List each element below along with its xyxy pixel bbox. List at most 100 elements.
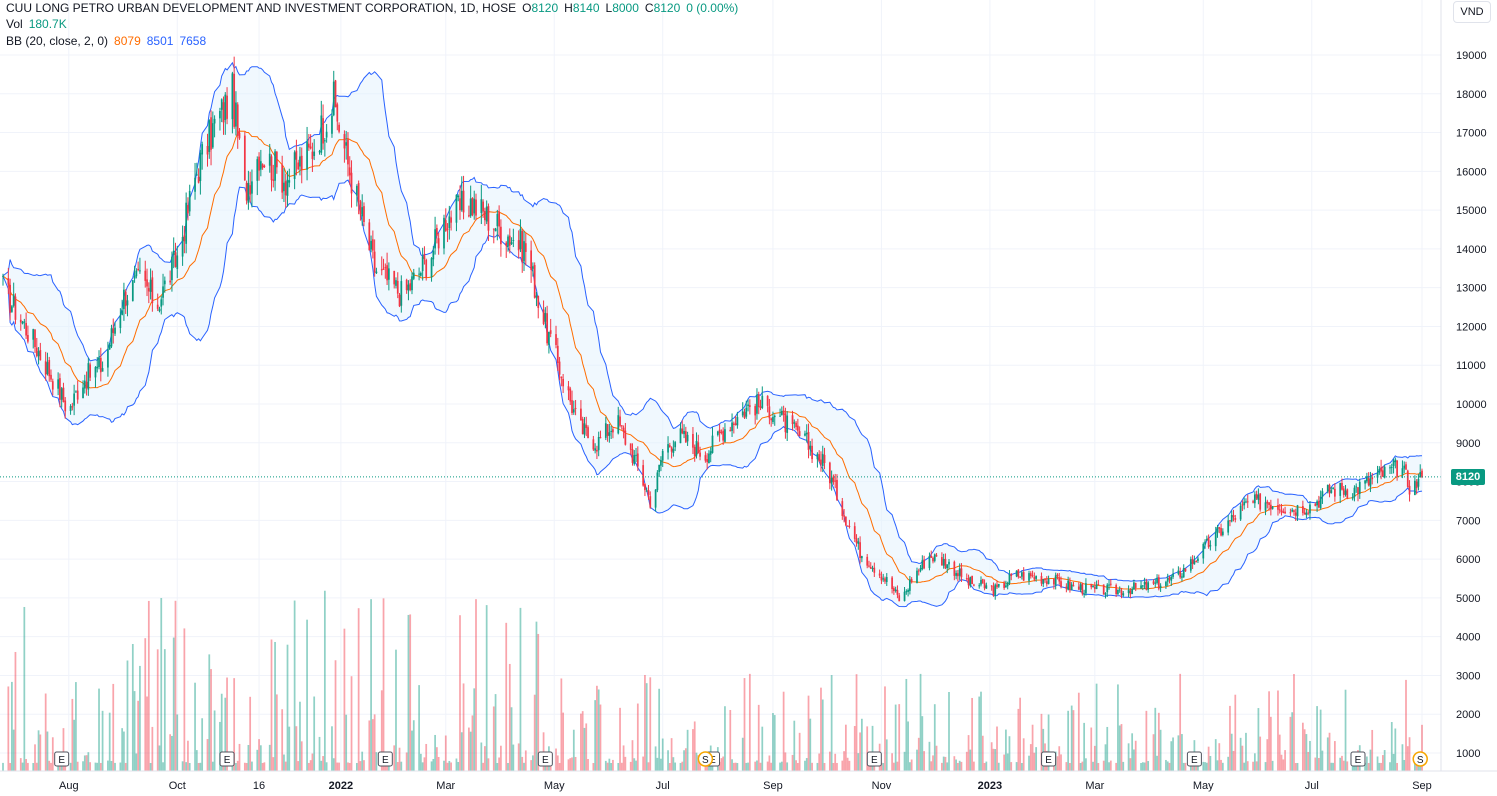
- svg-text:S: S: [702, 755, 709, 766]
- volume-bar: [224, 697, 227, 771]
- volume-bar: [896, 761, 899, 771]
- volume-bar: [350, 676, 353, 771]
- candle-body: [1271, 506, 1274, 509]
- volume-bar: [268, 744, 271, 771]
- volume-bar: [121, 728, 124, 771]
- volume-bar: [1156, 755, 1158, 771]
- candle-body: [297, 162, 300, 170]
- volume-bar: [782, 691, 785, 771]
- candle-body: [163, 280, 166, 285]
- candle-body: [275, 151, 278, 168]
- volume-bar: [679, 762, 682, 771]
- volume-bar: [1317, 757, 1320, 771]
- earnings-marker[interactable]: E: [54, 751, 70, 767]
- candle-body: [1159, 585, 1162, 589]
- candle-body: [1019, 576, 1021, 578]
- volume-bar: [1307, 751, 1310, 771]
- volume-bar: [34, 744, 36, 771]
- volume-legend: Vol 180.7K: [6, 16, 73, 32]
- volume-bar: [1117, 684, 1119, 771]
- volume-bar: [434, 734, 436, 771]
- volume-bar: [1369, 749, 1372, 771]
- candle-body: [1117, 589, 1119, 595]
- earnings-marker[interactable]: E: [537, 751, 553, 767]
- candle-body: [1021, 572, 1023, 577]
- split-marker[interactable]: S: [697, 751, 714, 767]
- volume-bar: [309, 760, 312, 771]
- candle-body: [1154, 582, 1157, 584]
- candle-body: [533, 265, 536, 298]
- earnings-marker[interactable]: E: [1186, 751, 1202, 767]
- volume-bar: [1252, 761, 1254, 771]
- volume-bar: [270, 639, 273, 771]
- earnings-marker[interactable]: E: [866, 751, 882, 767]
- volume-bar: [1346, 761, 1349, 771]
- candle-body: [772, 416, 774, 423]
- candle-body: [1104, 593, 1107, 595]
- candle-body: [1033, 577, 1036, 580]
- volume-bar: [256, 749, 259, 771]
- candle-body: [233, 73, 236, 127]
- price-tick-label: 10000: [1456, 399, 1487, 411]
- candle-body: [1179, 571, 1182, 578]
- candle-body: [468, 215, 470, 217]
- candle-body: [1058, 577, 1061, 582]
- earnings-marker[interactable]: E: [377, 751, 393, 767]
- volume-bar: [455, 758, 458, 771]
- earnings-marker[interactable]: E: [219, 751, 235, 767]
- volume-bar: [1257, 708, 1260, 771]
- volume-bar: [480, 742, 483, 771]
- volume-bar: [99, 762, 102, 771]
- split-marker[interactable]: S: [1412, 751, 1428, 767]
- volume-bar: [871, 725, 874, 771]
- candle-body: [318, 151, 321, 153]
- candle-body: [1040, 576, 1043, 584]
- candle-body: [606, 424, 609, 437]
- volume-bar: [629, 761, 632, 771]
- volume-bar: [997, 762, 1000, 771]
- earnings-marker[interactable]: E: [1350, 751, 1366, 767]
- volume-bar: [46, 731, 49, 771]
- candle-body: [1421, 470, 1423, 477]
- candle-body: [699, 452, 701, 457]
- candle-body: [249, 185, 252, 195]
- volume-bar: [821, 699, 824, 771]
- volume-bar: [1133, 749, 1135, 771]
- volume-bar: [361, 751, 364, 771]
- candle-body: [754, 406, 757, 416]
- candle-body: [1389, 467, 1391, 469]
- volume-bar: [35, 762, 38, 771]
- volume-bar: [910, 759, 913, 771]
- candle-body: [1031, 575, 1034, 577]
- volume-bar: [263, 762, 266, 771]
- candle-body: [1227, 520, 1230, 533]
- candle-body: [396, 280, 399, 294]
- volume-bar: [780, 761, 783, 771]
- price-tick-label: 2000: [1456, 709, 1480, 721]
- low-label: L: [605, 1, 613, 15]
- candle-body: [860, 556, 863, 559]
- candle-body: [882, 578, 885, 580]
- candle-body: [660, 460, 662, 466]
- candle-body: [263, 165, 266, 168]
- volume-bar: [1401, 744, 1404, 771]
- currency-button[interactable]: VND: [1453, 1, 1491, 23]
- candle-body: [1406, 470, 1409, 487]
- earnings-marker[interactable]: E: [1041, 751, 1057, 767]
- candle-body: [375, 271, 378, 274]
- volume-bar: [1207, 746, 1210, 771]
- candle-body: [905, 591, 908, 593]
- candle-body: [932, 557, 934, 562]
- candle-body: [921, 560, 924, 570]
- candle-body: [1353, 487, 1356, 498]
- volume-bar: [859, 732, 861, 771]
- volume-bar: [866, 726, 869, 771]
- volume-bar: [420, 753, 422, 771]
- candle-body: [1305, 512, 1308, 516]
- volume-bar: [1366, 756, 1368, 771]
- candle-body: [64, 400, 67, 412]
- volume-bar: [338, 762, 340, 771]
- svg-text:E: E: [224, 755, 231, 766]
- candle-body: [386, 265, 388, 281]
